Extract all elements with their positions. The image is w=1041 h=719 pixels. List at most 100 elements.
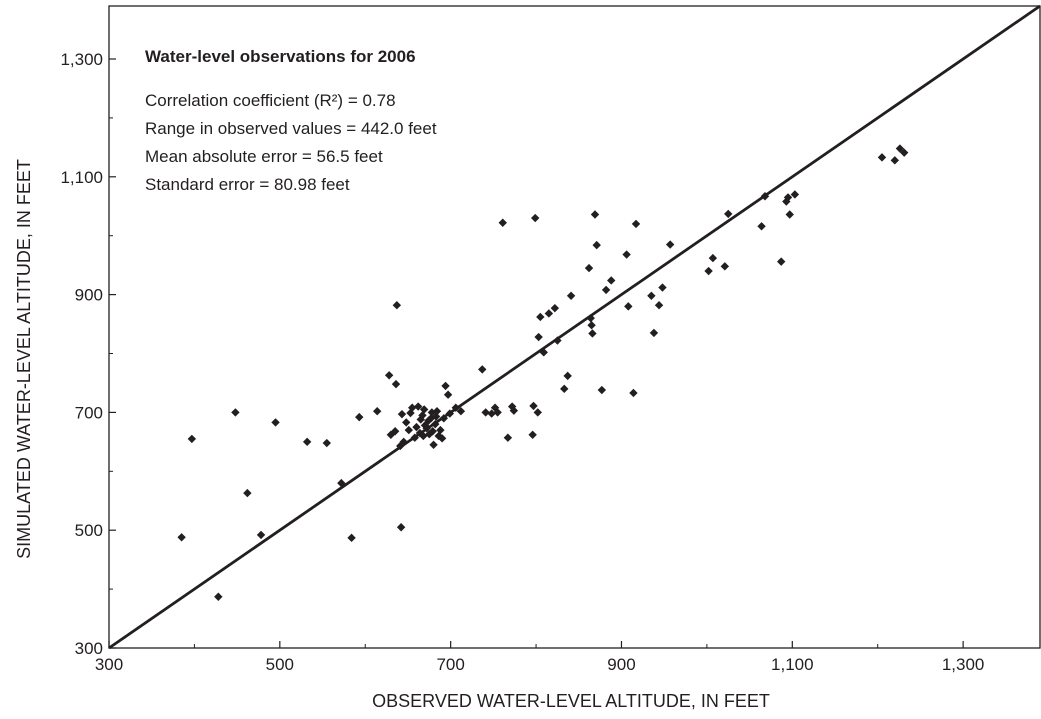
plot-frame xyxy=(108,5,1041,649)
data-point xyxy=(347,533,356,543)
data-point xyxy=(271,418,280,427)
data-point xyxy=(410,433,419,442)
data-point xyxy=(456,407,466,416)
data-point xyxy=(597,385,607,395)
data-point xyxy=(392,301,402,310)
data-point xyxy=(443,390,453,399)
x-tick-label: 900 xyxy=(607,655,635,674)
data-point xyxy=(790,190,800,199)
data-point xyxy=(419,431,428,441)
data-point xyxy=(592,240,601,250)
y-tick-label: 900 xyxy=(75,286,103,305)
data-point xyxy=(622,250,631,259)
data-point xyxy=(337,478,346,488)
data-point xyxy=(384,371,394,380)
data-point xyxy=(529,401,538,411)
data-point xyxy=(757,222,766,231)
data-point xyxy=(503,433,513,442)
data-point xyxy=(899,148,909,157)
x-tick-label: 1,300 xyxy=(942,655,985,674)
data-point xyxy=(431,419,440,429)
data-point xyxy=(231,408,240,417)
data-point xyxy=(493,408,502,417)
data-point xyxy=(478,365,487,374)
y-axis-label: SIMULATED WATER-LEVEL ALTITUDE, IN FEET xyxy=(14,159,34,559)
data-point xyxy=(553,336,562,345)
data-point xyxy=(302,437,312,447)
reference-line xyxy=(108,4,1041,650)
data-point xyxy=(413,402,423,411)
data-point xyxy=(372,407,382,416)
data-point xyxy=(539,348,548,357)
data-point xyxy=(560,384,569,394)
data-point xyxy=(531,213,540,223)
data-point xyxy=(432,407,442,416)
y-tick-label: 500 xyxy=(75,521,103,540)
x-tick-label: 1,100 xyxy=(771,655,814,674)
data-point xyxy=(649,328,659,338)
data-point xyxy=(629,388,638,398)
data-point xyxy=(322,438,332,448)
data-point xyxy=(397,409,407,419)
one-to-one-line xyxy=(108,4,1041,650)
plot-border xyxy=(108,5,1041,649)
data-point xyxy=(890,156,899,165)
data-point xyxy=(243,488,252,498)
data-point xyxy=(404,425,413,435)
data-point xyxy=(563,371,572,381)
data-point xyxy=(586,313,595,323)
y-tick-label: 300 xyxy=(75,639,103,658)
data-point xyxy=(355,412,364,422)
data-point xyxy=(601,285,611,295)
data-point xyxy=(412,422,421,432)
data-point xyxy=(724,209,733,219)
data-point xyxy=(534,332,543,342)
annotation-line-correlation: Correlation coefficient (R²) = 0.78 xyxy=(145,91,396,110)
x-tick-label: 700 xyxy=(436,655,464,674)
data-point xyxy=(704,266,713,276)
data-point xyxy=(590,210,600,219)
data-point xyxy=(566,291,576,300)
data-point xyxy=(436,425,445,435)
data-point xyxy=(481,408,490,417)
data-point xyxy=(428,427,437,436)
data-point xyxy=(256,530,266,540)
data-point xyxy=(785,210,794,219)
data-point xyxy=(390,427,400,436)
data-point xyxy=(607,276,616,285)
data-point xyxy=(507,402,517,411)
y-axis-ticks: 300 500 700 900 1,100 1,300 xyxy=(60,50,116,658)
data-point xyxy=(431,412,441,421)
data-point xyxy=(587,321,596,330)
data-point xyxy=(654,301,664,310)
data-point xyxy=(783,193,793,202)
data-point xyxy=(214,592,223,601)
data-point xyxy=(429,440,438,449)
data-point xyxy=(487,409,496,418)
data-point xyxy=(187,434,197,444)
y-tick-label: 1,300 xyxy=(60,50,103,69)
data-point xyxy=(437,434,447,443)
data-point xyxy=(399,437,408,447)
data-point xyxy=(544,309,554,318)
annotation-line-std-error: Standard error = 80.98 feet xyxy=(145,175,350,194)
annotation-title: Water-level observations for 2006 xyxy=(145,47,416,66)
data-point xyxy=(550,303,560,313)
data-point xyxy=(536,312,545,322)
data-point xyxy=(177,533,186,542)
data-point xyxy=(665,240,675,249)
data-point xyxy=(498,218,507,227)
data-point xyxy=(445,409,454,418)
data-point xyxy=(391,379,401,389)
data-point xyxy=(441,381,450,391)
data-point xyxy=(396,523,406,532)
data-point xyxy=(658,283,667,292)
data-point xyxy=(584,263,594,273)
data-point xyxy=(877,153,887,162)
statistics-annotation: Water-level observations for 2006 Correl… xyxy=(145,47,437,194)
data-point xyxy=(533,408,542,417)
y-tick-label: 1,100 xyxy=(60,168,103,187)
data-points xyxy=(177,144,909,601)
data-point xyxy=(776,257,786,266)
